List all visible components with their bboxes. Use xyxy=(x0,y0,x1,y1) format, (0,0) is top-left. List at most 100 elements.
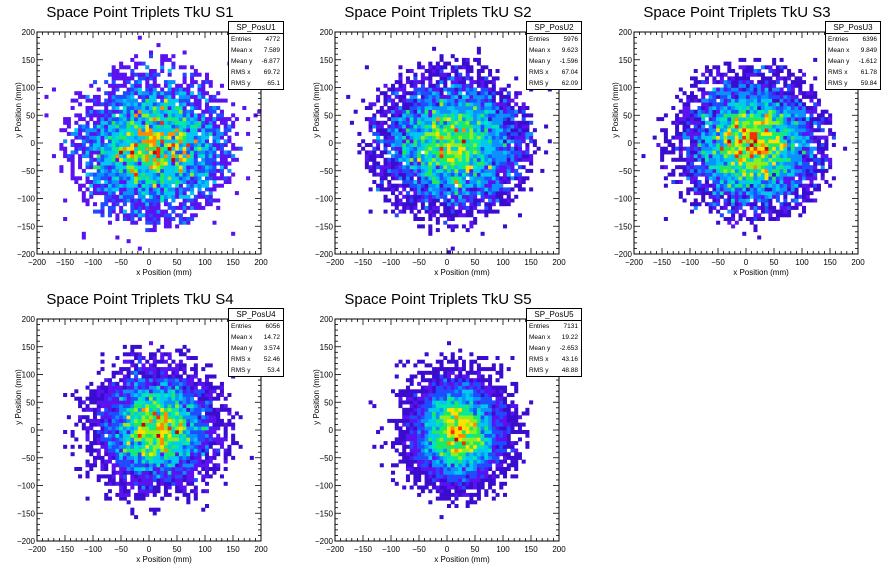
histogram-cell xyxy=(798,117,803,122)
histogram-cell xyxy=(156,209,161,214)
histogram-cell xyxy=(66,154,71,159)
histogram-cell xyxy=(802,102,807,107)
histogram-cell xyxy=(473,143,478,147)
histogram-cell xyxy=(182,117,187,122)
histogram-cell xyxy=(122,94,127,99)
histogram-cell xyxy=(768,117,773,122)
histogram-cell xyxy=(216,146,221,151)
histogram-cell xyxy=(409,113,414,118)
histogram-cell xyxy=(753,91,758,96)
histogram-cell xyxy=(783,157,788,162)
histogram-cell xyxy=(447,61,452,66)
histogram-cell xyxy=(697,143,702,147)
histogram-cell xyxy=(383,187,388,192)
histogram-cell xyxy=(690,180,695,184)
histogram-cell xyxy=(197,143,202,147)
histogram-cell xyxy=(678,109,683,114)
histogram-cell xyxy=(435,191,440,196)
histogram-cell xyxy=(764,150,769,155)
histogram-cell xyxy=(738,65,743,70)
histogram-cell xyxy=(223,481,228,486)
histogram-cell xyxy=(193,161,198,166)
histogram-cell xyxy=(122,481,127,486)
histogram-cell xyxy=(167,157,172,162)
histogram-cell xyxy=(141,128,146,133)
histogram-cell xyxy=(190,139,195,144)
histogram-cell xyxy=(145,168,150,173)
histogram-cell xyxy=(824,168,829,173)
histogram-cell xyxy=(525,113,530,118)
histogram-cell xyxy=(686,168,691,173)
histogram-cell xyxy=(731,102,736,107)
histogram-cell xyxy=(704,161,709,166)
histogram-cell xyxy=(701,187,706,192)
histogram-cell xyxy=(432,131,437,136)
histogram-cell xyxy=(163,478,168,483)
histogram-cell xyxy=(126,172,131,177)
histogram-cell xyxy=(182,492,187,497)
histogram-cell xyxy=(193,492,198,497)
histogram-cell xyxy=(163,94,168,99)
histogram-cell xyxy=(488,209,493,214)
histogram-cell xyxy=(409,94,414,99)
histogram-cell xyxy=(379,131,384,136)
histogram-cell xyxy=(783,109,788,114)
histogram-cell xyxy=(85,470,90,475)
histogram-cell xyxy=(480,128,485,133)
histogram-cell xyxy=(107,91,112,96)
x-axis-label: x Position (mm) xyxy=(434,268,490,277)
histogram-cell xyxy=(149,128,154,133)
histogram-cell xyxy=(402,120,407,125)
histogram-cell xyxy=(764,128,769,133)
histogram-cell xyxy=(115,194,120,199)
histogram-cell xyxy=(152,183,157,188)
histogram-cell xyxy=(757,191,762,196)
histogram-cell xyxy=(708,94,713,99)
histogram-cell xyxy=(480,168,485,173)
histogram-cell xyxy=(424,194,429,199)
histogram-cell xyxy=(794,128,799,133)
histogram-cell xyxy=(798,139,803,144)
histogram-cell xyxy=(145,180,150,184)
histogram-cell xyxy=(163,168,168,173)
histogram-cell xyxy=(697,180,702,184)
histogram-cell xyxy=(160,481,165,486)
histogram-cell xyxy=(760,128,765,133)
histogram-cell xyxy=(790,80,795,85)
histogram-cell xyxy=(697,154,702,159)
histogram-cell xyxy=(473,117,478,122)
histogram-cell xyxy=(506,109,511,114)
y-tick-label: −100 xyxy=(614,195,633,204)
histogram-cell xyxy=(772,61,777,66)
histogram-cell xyxy=(775,172,780,177)
histogram-cell xyxy=(488,80,493,85)
histogram-cell xyxy=(398,128,403,133)
histogram-cell xyxy=(115,69,120,73)
histogram-cell xyxy=(216,128,221,133)
histogram-cell xyxy=(171,165,176,170)
histogram-cell xyxy=(96,124,101,129)
histogram-cell xyxy=(506,131,511,136)
histogram-cell xyxy=(484,180,489,184)
histogram-cell xyxy=(175,139,180,144)
histogram-cell xyxy=(130,128,135,133)
histogram-cell xyxy=(749,168,754,173)
histogram-cell xyxy=(435,124,440,129)
histogram-cell xyxy=(205,139,210,144)
histogram-cell xyxy=(525,154,530,159)
histogram-cell xyxy=(775,191,780,196)
histogram-cell xyxy=(764,117,769,122)
histogram-cell xyxy=(454,57,459,62)
histogram-cell xyxy=(443,87,448,92)
histogram-cell xyxy=(742,113,747,118)
histogram-cell xyxy=(420,205,425,210)
histogram-cell xyxy=(394,150,399,155)
histogram-cell xyxy=(141,187,146,192)
histogram-cell xyxy=(175,224,180,229)
histogram-cell xyxy=(783,187,788,192)
histogram-cell xyxy=(175,165,180,170)
histogram-cell xyxy=(727,87,732,92)
stats-key: Entries xyxy=(529,36,550,43)
histogram-cell xyxy=(716,172,721,177)
histogram-cell xyxy=(719,87,724,92)
